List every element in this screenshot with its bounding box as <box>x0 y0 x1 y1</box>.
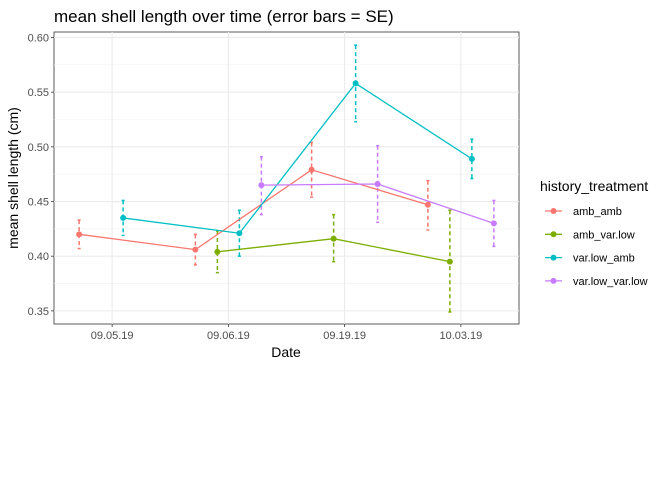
data-point-var.low_amb <box>236 230 243 237</box>
legend: history_treatment amb_amb amb_var.low var.… <box>540 178 648 288</box>
data-point-var.low_amb <box>120 214 127 221</box>
y-tick-label: 0.60 <box>28 32 49 44</box>
data-point-var.low_var.low <box>490 220 497 227</box>
legend-items: amb_amb amb_var.low var.low_amb var.low_var… <box>545 206 648 288</box>
series-points <box>76 80 497 265</box>
data-point-amb_var.low <box>330 235 337 242</box>
data-point-amb_var.low <box>446 258 453 265</box>
x-axis-title: Date <box>271 344 301 360</box>
x-tick-label: 10.03.19 <box>439 330 482 342</box>
y-tick-label: 0.40 <box>28 251 49 263</box>
legend-key-point-var.low_amb <box>550 254 557 261</box>
legend-key-point-amb_var.low <box>550 231 557 238</box>
legend-key-point-var.low_var.low <box>550 277 557 284</box>
legend-label-amb_amb: amb_amb <box>573 206 622 218</box>
series-lines <box>79 82 495 263</box>
data-point-var.low_amb <box>352 80 359 87</box>
data-point-amb_amb <box>308 166 315 173</box>
data-point-amb_amb <box>192 246 199 253</box>
data-point-amb_var.low <box>214 248 221 255</box>
data-point-amb_amb <box>76 231 83 238</box>
data-point-var.low_amb <box>468 155 475 162</box>
data-point-amb_amb <box>424 201 431 208</box>
y-axis-ticks: 0.35 0.40 0.45 0.50 0.55 0.60 <box>28 32 54 318</box>
chart-title: mean shell length over time (error bars … <box>54 7 394 26</box>
data-point-var.low_var.low <box>374 181 381 188</box>
series-line-var.low_amb <box>123 82 473 234</box>
x-axis-ticks: 09.05.19 09.06.19 09.19.19 10.03.19 <box>91 324 482 342</box>
legend-key-point-amb_amb <box>550 208 557 214</box>
y-tick-label: 0.55 <box>28 87 49 99</box>
x-tick-label: 09.19.19 <box>323 330 366 342</box>
legend-label-var.low_amb: var.low_amb <box>573 253 635 265</box>
plot-panel <box>53 31 520 325</box>
y-tick-label: 0.50 <box>28 142 49 154</box>
series-line-amb_amb <box>79 169 429 251</box>
y-tick-label: 0.35 <box>28 306 49 318</box>
y-axis-title: mean shell length (cm) <box>5 107 21 249</box>
legend-label-amb_var.low: amb_var.low <box>573 229 635 241</box>
x-tick-label: 09.05.19 <box>91 330 134 342</box>
legend-label-var.low_var.low: var.low_var.low <box>573 276 648 288</box>
grid <box>54 32 519 324</box>
y-tick-label: 0.45 <box>28 197 49 209</box>
legend-title: history_treatment <box>540 178 648 194</box>
data-point-var.low_var.low <box>258 182 265 189</box>
x-tick-label: 09.06.19 <box>207 330 250 342</box>
